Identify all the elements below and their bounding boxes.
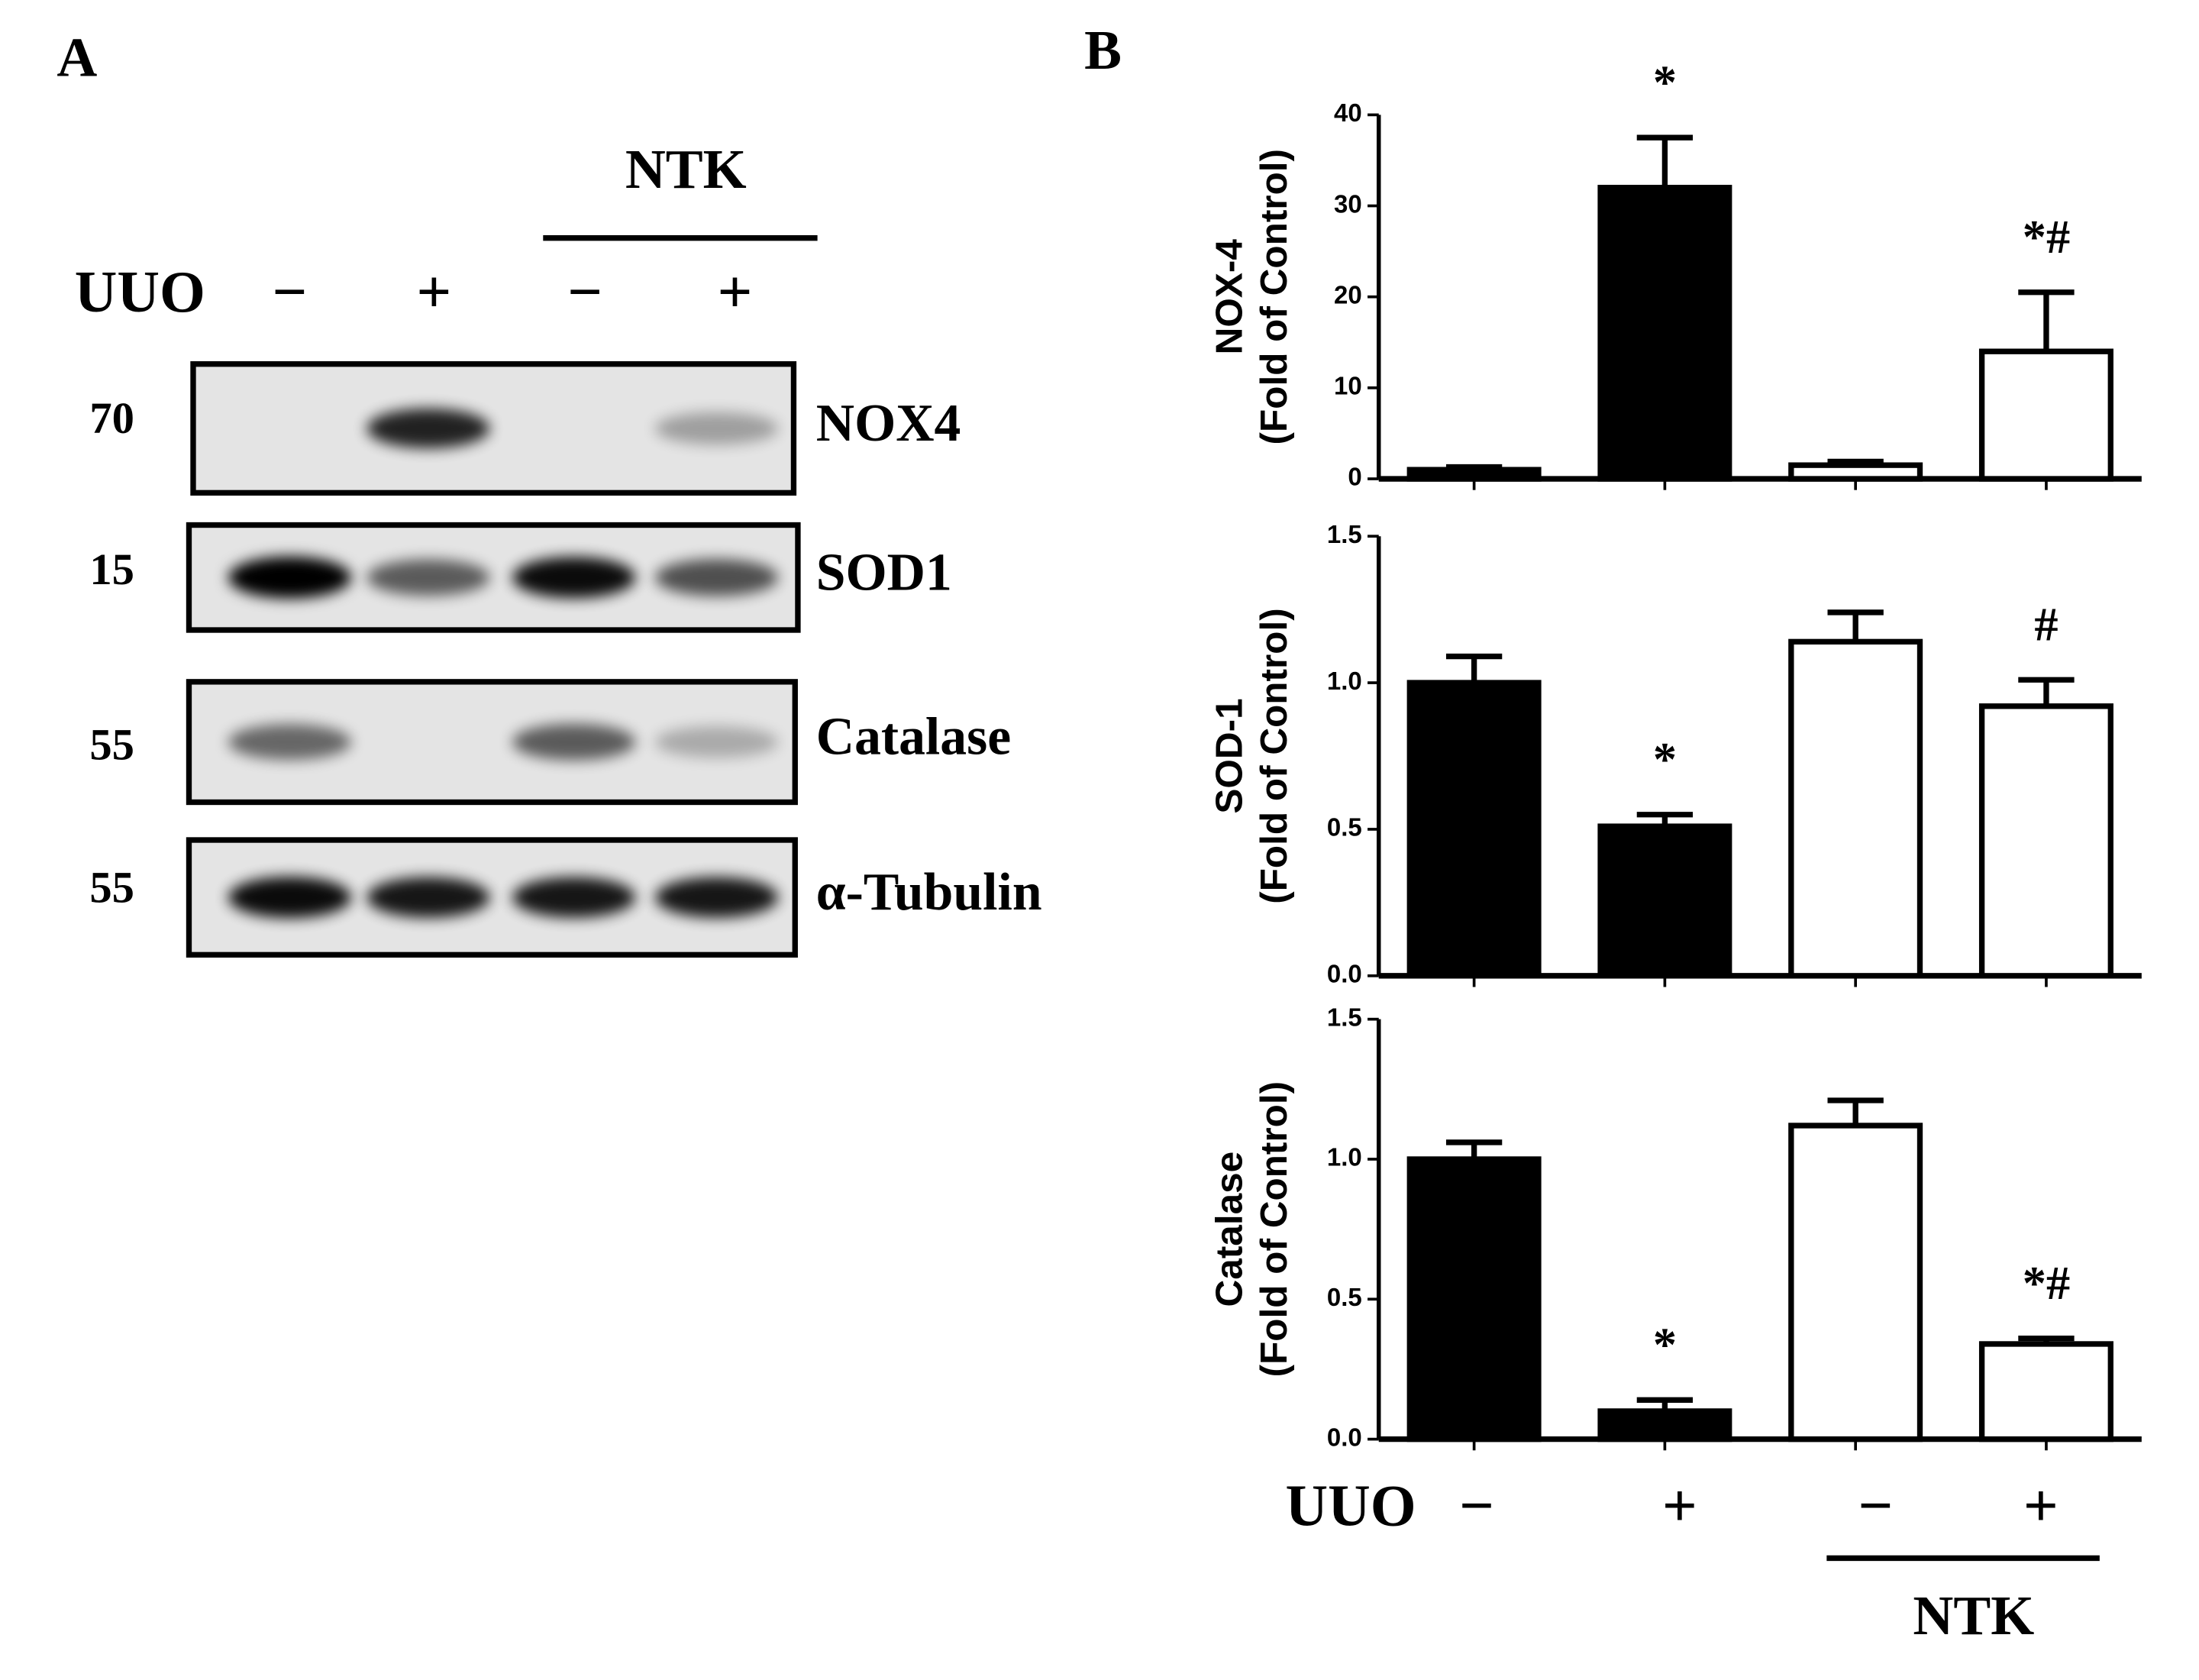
band xyxy=(228,877,352,919)
band xyxy=(654,726,779,758)
marker-label: 55 xyxy=(89,719,134,769)
blot-frame xyxy=(190,361,797,496)
x-tick-label: + xyxy=(1662,1472,1697,1539)
panel-label: A xyxy=(57,26,97,88)
significance-label: * xyxy=(1653,733,1677,786)
bar xyxy=(1788,638,1923,979)
significance-label: * xyxy=(1653,1319,1677,1371)
band xyxy=(512,723,636,761)
lane-sign: + xyxy=(416,258,451,326)
y-axis-label: SOD-1 xyxy=(1208,698,1250,813)
y-tick-label: 0.0 xyxy=(1327,960,1362,988)
significance-label: *# xyxy=(2023,1257,2070,1310)
bar xyxy=(1406,680,1542,979)
bar xyxy=(1406,467,1542,482)
band xyxy=(366,408,490,449)
y-tick-label: 1.0 xyxy=(1327,1143,1362,1171)
blot-label: Catalase xyxy=(816,708,1011,767)
band xyxy=(512,877,636,918)
band xyxy=(654,412,779,445)
y-axis-label: NOX-4 xyxy=(1208,239,1250,355)
significance-label: *# xyxy=(2023,211,2070,263)
group-label: NTK xyxy=(625,138,747,200)
y-axis-label: Catalase xyxy=(1208,1152,1250,1307)
lane-sign: + xyxy=(717,258,752,326)
blot-label: NOX4 xyxy=(816,394,961,453)
y-tick-label: 40 xyxy=(1334,99,1362,127)
y-tick-label: 0 xyxy=(1348,463,1361,491)
panel-label: B xyxy=(1084,19,1122,81)
y-tick-label: 30 xyxy=(1334,189,1362,218)
blot-label: SOD1 xyxy=(816,543,952,602)
y-axis-label: (Fold of Control) xyxy=(1253,149,1295,445)
x-axis-label: UUO xyxy=(1286,1473,1416,1539)
blot-frame xyxy=(186,522,801,633)
x-tick-label: − xyxy=(1858,1472,1894,1539)
y-tick-label: 0.5 xyxy=(1327,1283,1362,1311)
blot-frame xyxy=(186,837,798,958)
marker-label: 70 xyxy=(89,393,134,443)
significance-label: # xyxy=(2034,599,2058,651)
bar xyxy=(1788,462,1923,482)
group-label: NTK xyxy=(1913,1585,2034,1646)
y-tick-label: 0.5 xyxy=(1327,813,1362,842)
bar xyxy=(1788,1123,1923,1443)
bar xyxy=(1978,1341,2113,1443)
y-axis-label: (Fold of Control) xyxy=(1253,1081,1295,1378)
y-tick-label: 1.5 xyxy=(1327,1003,1362,1031)
band xyxy=(366,559,490,596)
band xyxy=(654,558,779,596)
bar xyxy=(1597,823,1732,979)
y-tick-label: 0.0 xyxy=(1327,1423,1362,1451)
y-axis-label: (Fold of Control) xyxy=(1253,608,1295,904)
row-label: UUO xyxy=(75,259,205,325)
significance-label: * xyxy=(1653,56,1677,108)
lane-sign: − xyxy=(272,258,307,326)
lane-sign: − xyxy=(567,258,602,326)
marker-label: 15 xyxy=(89,544,134,594)
band xyxy=(512,557,636,599)
band xyxy=(228,556,352,599)
y-tick-label: 1.5 xyxy=(1327,520,1362,548)
x-tick-label: − xyxy=(1459,1472,1494,1539)
bar xyxy=(1597,185,1732,482)
band xyxy=(366,877,490,918)
x-tick-label: + xyxy=(2023,1472,2059,1539)
blot-label: α-Tubulin xyxy=(816,863,1042,922)
bar xyxy=(1597,1408,1732,1443)
y-tick-label: 1.0 xyxy=(1327,667,1362,695)
marker-label: 55 xyxy=(89,862,134,912)
y-tick-label: 20 xyxy=(1334,280,1362,309)
y-tick-label: 10 xyxy=(1334,372,1362,400)
band xyxy=(228,724,352,761)
bar xyxy=(1978,703,2113,979)
blot-frame xyxy=(186,679,798,806)
band xyxy=(654,877,779,918)
bar xyxy=(1406,1156,1542,1443)
bar xyxy=(1978,348,2113,482)
